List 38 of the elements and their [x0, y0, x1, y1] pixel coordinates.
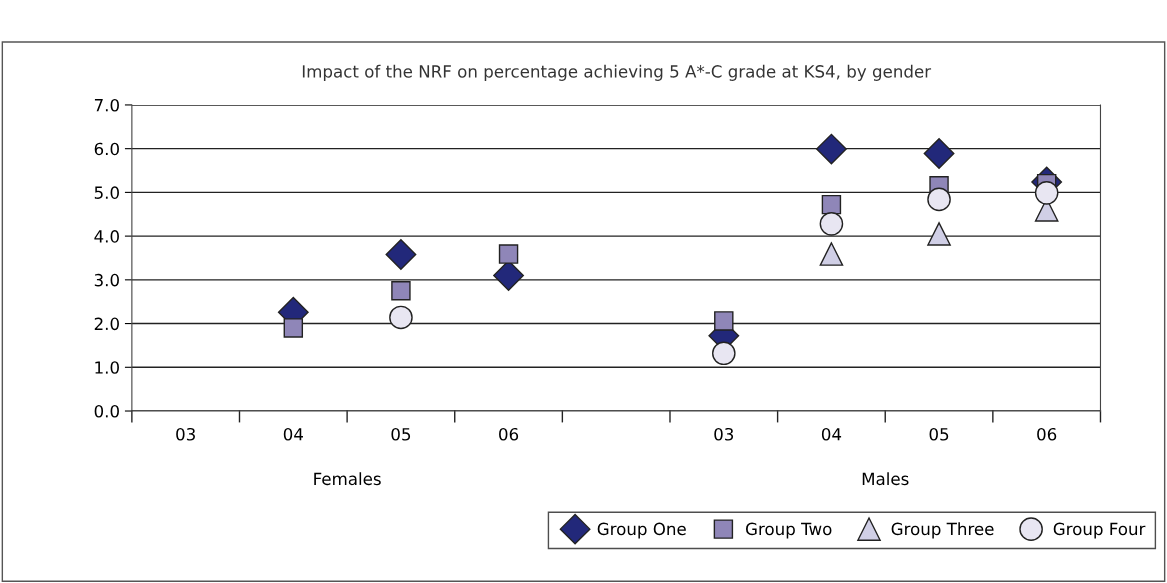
x-tick-label: 06: [1037, 427, 1057, 441]
y-tick-label: 7.0: [94, 98, 119, 112]
legend-label: Group Four: [1053, 522, 1146, 539]
point: [927, 222, 951, 246]
x-tick-label: 04: [283, 427, 303, 441]
y-tick-label: 5.0: [94, 186, 119, 199]
point: [927, 187, 951, 212]
point: [815, 133, 847, 165]
y-tick-label: 2.0: [94, 317, 119, 331]
x-tick-label: 05: [391, 427, 411, 441]
point: [498, 244, 519, 264]
point: [711, 341, 736, 366]
point: [714, 311, 734, 331]
legend-label: Group One: [597, 522, 686, 539]
x-tick-label: 06: [499, 427, 519, 441]
x-tick-label: 03: [176, 427, 195, 441]
text: Females: [314, 472, 381, 486]
point: [389, 305, 413, 330]
y-tick-label: 4.0: [94, 230, 119, 243]
x-tick-label: 03: [714, 427, 734, 441]
x-tick-label: 05: [929, 427, 949, 441]
point: [819, 212, 844, 236]
text: Males: [862, 472, 909, 486]
point: [923, 138, 955, 169]
point: [283, 318, 304, 338]
point: [385, 239, 417, 270]
chart-title: Impact of the NRF on percentage achieving 5 A*-C grade at KS4, by gender: [302, 64, 932, 81]
y-tick-label: 0.0: [94, 404, 119, 418]
point: [821, 194, 842, 215]
y-tick-label: 3.0: [94, 273, 119, 287]
point: [391, 281, 411, 301]
y-tick-label: 6.0: [94, 142, 119, 156]
legend-label: Group Two: [745, 522, 832, 539]
point: [1034, 181, 1059, 205]
y-tick-label: 1.0: [95, 361, 119, 374]
legend-label: Group Three: [891, 522, 994, 539]
x-tick-label: 04: [821, 427, 842, 441]
point: [819, 242, 844, 266]
